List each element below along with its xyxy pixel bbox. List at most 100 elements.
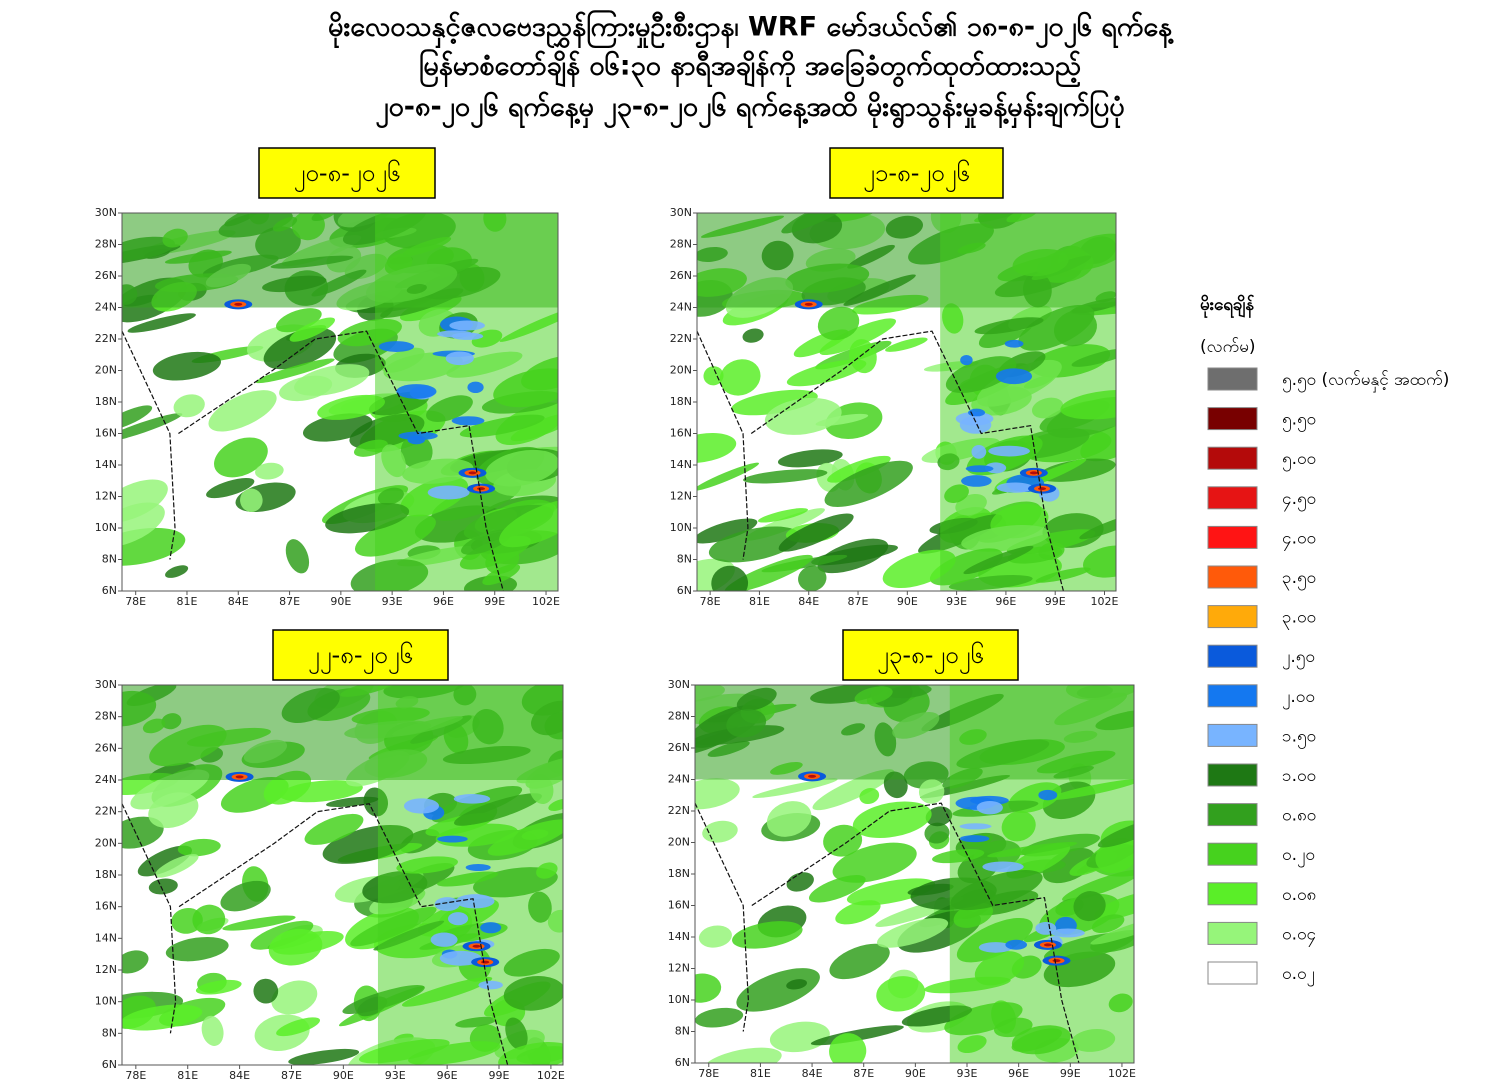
x-tick-label: 81E [749, 595, 770, 608]
y-tick-label: 30N [668, 678, 690, 691]
rain-area [304, 813, 364, 845]
rain-field [122, 213, 558, 591]
x-tick-label: 87E [281, 1069, 302, 1082]
x-tick-label: 96E [995, 595, 1016, 608]
y-tick-label: 10N [95, 521, 117, 534]
legend-label: ၂.၅၀ [1282, 647, 1315, 670]
y-tick-label: 18N [670, 395, 692, 408]
rain-area [824, 460, 913, 507]
rain-area [477, 487, 486, 491]
rain-area [695, 973, 722, 1003]
y-tick-label: 28N [668, 710, 690, 723]
legend-swatch [1207, 565, 1258, 589]
y-tick-label: 28N [95, 238, 117, 251]
x-tick-label: 90E [897, 595, 918, 608]
x-tick-label: 81E [750, 1067, 771, 1080]
y-tick-label: 16N [670, 427, 692, 440]
x-tick-label: 99E [489, 1069, 510, 1082]
x-tick-label: 90E [333, 1069, 354, 1082]
x-tick-label: 87E [848, 595, 869, 608]
rain-area [757, 508, 808, 523]
rain-area [1038, 487, 1047, 491]
coastline [695, 802, 1080, 1063]
rain-area [177, 838, 221, 857]
rain-area [253, 978, 279, 1004]
rain-area [846, 878, 936, 906]
x-tick-label: 96E [437, 1069, 458, 1082]
y-tick-label: 22N [670, 332, 692, 345]
legend-swatch [1207, 803, 1258, 827]
rain-area [697, 518, 758, 544]
rain-area [703, 366, 724, 386]
rain-area [1052, 959, 1061, 963]
rain-area [378, 341, 415, 352]
rain-area [719, 359, 761, 396]
rain-area [988, 445, 1030, 457]
rain-area [377, 685, 563, 1065]
rain-area [289, 317, 335, 342]
date-box [272, 629, 449, 681]
rain-area [455, 894, 495, 909]
y-tick-label: 10N [668, 993, 690, 1006]
date-label: ၂၃-၈-၂၀၂၆ [877, 640, 984, 674]
y-tick-label: 18N [95, 395, 117, 408]
rain-area [829, 943, 890, 980]
legend-label: ၅.၀၀ [1282, 449, 1316, 472]
rain-area [165, 565, 189, 578]
legend-swatch [1207, 605, 1258, 629]
rain-area [829, 1033, 867, 1063]
legend-label: ၄.၀၀ [1282, 528, 1316, 551]
rain-area [711, 565, 749, 591]
rain-area [430, 932, 458, 947]
legend-swatch [1207, 525, 1258, 549]
rain-area [122, 405, 153, 431]
rain-area [148, 878, 178, 895]
rain-area [1043, 943, 1052, 947]
rain-area [375, 213, 558, 591]
rain-area [743, 469, 828, 484]
coastline [697, 330, 1065, 591]
rain-area [427, 485, 470, 500]
rain-area [798, 565, 827, 591]
y-tick-label: 28N [95, 710, 117, 723]
rain-area [127, 313, 196, 333]
rain-area [995, 368, 1033, 385]
rain-area [222, 915, 296, 931]
legend-swatch [1207, 882, 1258, 906]
rain-area [1005, 939, 1028, 950]
rain-area [959, 416, 992, 434]
legend-title: မိုးရေချိန် [1200, 294, 1254, 319]
rain-field [695, 685, 1134, 1063]
rain-area [852, 801, 932, 838]
rain-area [285, 539, 310, 574]
legend-label: ၂.၀၀ [1282, 687, 1315, 710]
rain-area [708, 526, 801, 563]
rain-area [766, 801, 812, 837]
rain-area [437, 835, 468, 843]
rain-area [294, 364, 370, 396]
legend-swatch [1207, 684, 1258, 708]
y-tick-label: 30N [670, 206, 692, 219]
y-tick-label: 28N [670, 238, 692, 251]
rain-area [447, 912, 469, 926]
x-tick-label: 84E [229, 1069, 250, 1082]
x-tick-label: 78E [700, 595, 721, 608]
rain-field [122, 685, 563, 1065]
y-tick-label: 26N [95, 269, 117, 282]
y-tick-label: 6N [102, 584, 117, 597]
y-tick-label: 20N [95, 364, 117, 377]
rain-area [786, 979, 807, 990]
rain-area [804, 302, 813, 306]
rain-area [478, 980, 503, 990]
x-tick-label: 93E [946, 595, 967, 608]
y-tick-label: 8N [102, 1026, 117, 1039]
rain-area [439, 950, 482, 966]
rain-area [978, 942, 1013, 953]
rain-area [959, 823, 992, 830]
rain-area [137, 845, 192, 877]
y-tick-label: 30N [95, 206, 117, 219]
rain-area [192, 904, 226, 935]
x-tick-label: 84E [802, 1067, 823, 1080]
x-tick-label: 87E [279, 595, 300, 608]
rain-area [122, 950, 149, 974]
